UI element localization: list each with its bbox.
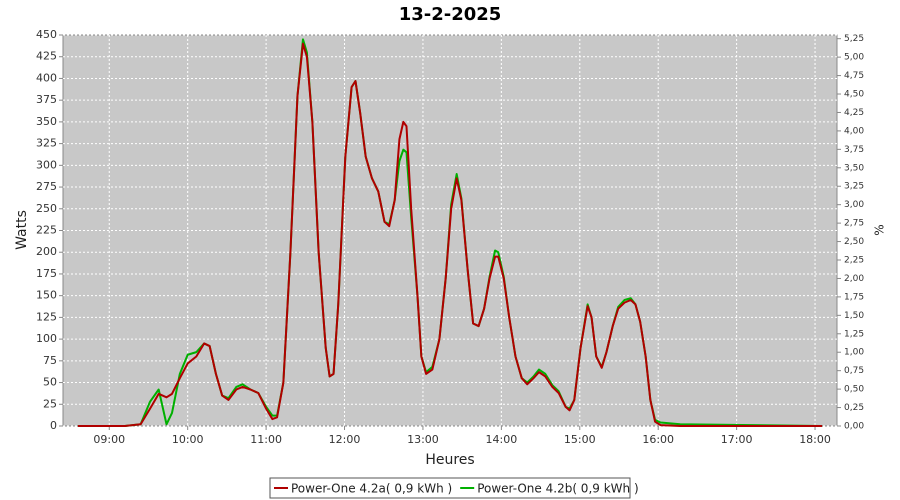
y2-tick-label: 3,00 <box>844 200 864 210</box>
y2-tick-label: 2,75 <box>844 219 864 229</box>
y2-tick-label: 1,75 <box>844 292 864 302</box>
y2-tick-label: 5,25 <box>844 34 864 44</box>
y-tick-label: 375 <box>36 93 57 106</box>
y2-tick-label: 2,00 <box>844 274 864 284</box>
y-axis-label: Watts <box>14 210 30 250</box>
y-tick-label: 325 <box>36 137 57 150</box>
y-tick-label: 400 <box>36 71 57 84</box>
x-tick-label: 10:00 <box>172 433 204 446</box>
x-tick-label: 18:00 <box>799 433 831 446</box>
legend <box>269 477 631 499</box>
y-tick-label: 25 <box>43 397 57 410</box>
x-tick-label: 17:00 <box>721 433 753 446</box>
y-tick-label: 250 <box>36 202 57 215</box>
x-tick-label: 16:00 <box>642 433 674 446</box>
y2-tick-label: 1,00 <box>844 348 864 358</box>
y-tick-label: 50 <box>43 376 57 389</box>
y-tick-label: 100 <box>36 332 57 345</box>
y2-tick-label: 1,50 <box>844 311 864 321</box>
legend-label: Power-One 4.2b( 0,9 kWh ) <box>477 482 638 496</box>
y-tick-label: 125 <box>36 310 57 323</box>
y2-tick-label: 3,75 <box>844 145 864 155</box>
y2-tick-label: 0,50 <box>844 385 864 395</box>
y-tick-label: 425 <box>36 50 57 63</box>
y-tick-label: 200 <box>36 245 57 258</box>
y2-tick-label: 2,50 <box>844 237 864 247</box>
y2-tick-label: 4,75 <box>844 71 864 81</box>
x-tick-label: 11:00 <box>250 433 282 446</box>
x-tick-label: 12:00 <box>329 433 361 446</box>
y-tick-label: 275 <box>36 180 57 193</box>
y2-tick-label: 4,00 <box>844 126 864 136</box>
y2-tick-label: 1,25 <box>844 329 864 339</box>
y2-tick-label: 4,50 <box>844 90 864 100</box>
y-tick-label: 0 <box>50 419 57 432</box>
y-tick-label: 300 <box>36 158 57 171</box>
x-tick-label: 09:00 <box>93 433 125 446</box>
y2-tick-label: 0,75 <box>844 366 864 376</box>
y2-tick-label: 4,25 <box>844 108 864 118</box>
x-tick-label: 14:00 <box>486 433 518 446</box>
y2-axis-label: % <box>873 224 887 235</box>
y-tick-label: 150 <box>36 289 57 302</box>
y2-tick-label: 3,25 <box>844 182 864 192</box>
y-tick-label: 350 <box>36 115 57 128</box>
y2-tick-label: 0,25 <box>844 403 864 413</box>
y2-tick-label: 2,25 <box>844 256 864 266</box>
y-tick-label: 175 <box>36 267 57 280</box>
legend-label: Power-One 4.2a( 0,9 kWh ) <box>291 482 452 496</box>
x-tick-label: 15:00 <box>564 433 596 446</box>
y-tick-label: 225 <box>36 224 57 237</box>
y2-tick-label: 3,50 <box>844 163 864 173</box>
x-tick-label: 13:00 <box>407 433 439 446</box>
x-axis-label: Heures <box>425 452 474 468</box>
y2-tick-label: 5,00 <box>844 53 864 63</box>
chart-title: 13-2-2025 <box>399 4 502 25</box>
series-line <box>77 42 823 427</box>
y-tick-label: 450 <box>36 28 57 41</box>
y-tick-label: 75 <box>43 354 57 367</box>
y2-tick-label: 0,00 <box>844 422 864 432</box>
